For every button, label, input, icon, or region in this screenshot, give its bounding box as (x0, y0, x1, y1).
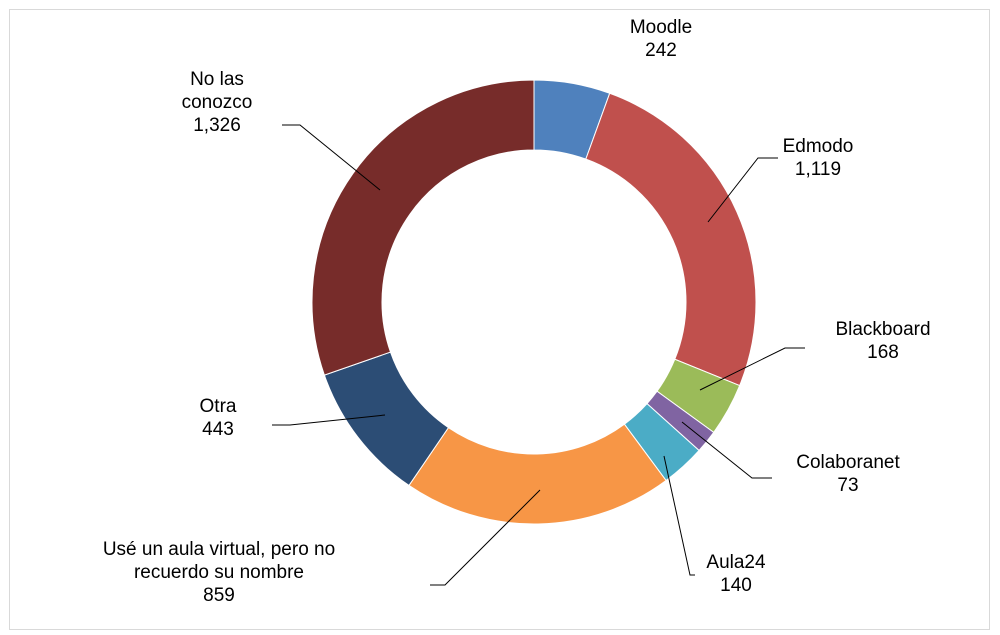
leader-line (681, 421, 772, 479)
data-label: Usé un aula virtual, pero no recuerdo su… (79, 538, 359, 607)
donut-segment (585, 92, 757, 387)
data-label: Blackboard 168 (813, 318, 953, 364)
value-label: 1,326 (193, 115, 241, 136)
category-label: Otra (199, 396, 237, 417)
donut-segment (311, 79, 535, 376)
value-label: 1,119 (794, 159, 842, 180)
category-label: Edmodo (782, 136, 854, 157)
value-label: 140 (720, 575, 752, 596)
category-label: Usé un aula virtual, pero no recuerdo su… (102, 539, 336, 583)
data-label: No las conozco 1,326 (162, 68, 272, 137)
category-label: Aula24 (706, 552, 766, 573)
data-label: Moodle 242 (601, 16, 721, 62)
value-label: 168 (867, 342, 899, 363)
leader-line (663, 455, 695, 576)
leader-line (707, 157, 778, 223)
value-label: 859 (203, 585, 235, 606)
leader-line (272, 414, 386, 426)
data-label: Edmodo 1,119 (758, 135, 878, 181)
category-label: Blackboard (835, 319, 931, 340)
leader-line (282, 124, 381, 191)
value-label: 242 (645, 40, 677, 61)
category-label: Colaboranet (796, 452, 900, 473)
category-label: Moodle (629, 17, 693, 38)
data-label: Aula24 140 (686, 551, 786, 597)
data-label: Colaboranet 73 (773, 451, 923, 497)
value-label: 73 (837, 475, 859, 496)
leader-line (699, 347, 805, 391)
leader-line (430, 489, 541, 586)
value-label: 443 (202, 419, 234, 440)
data-label: Otra 443 (168, 395, 268, 441)
category-label: No las conozco (181, 69, 253, 113)
